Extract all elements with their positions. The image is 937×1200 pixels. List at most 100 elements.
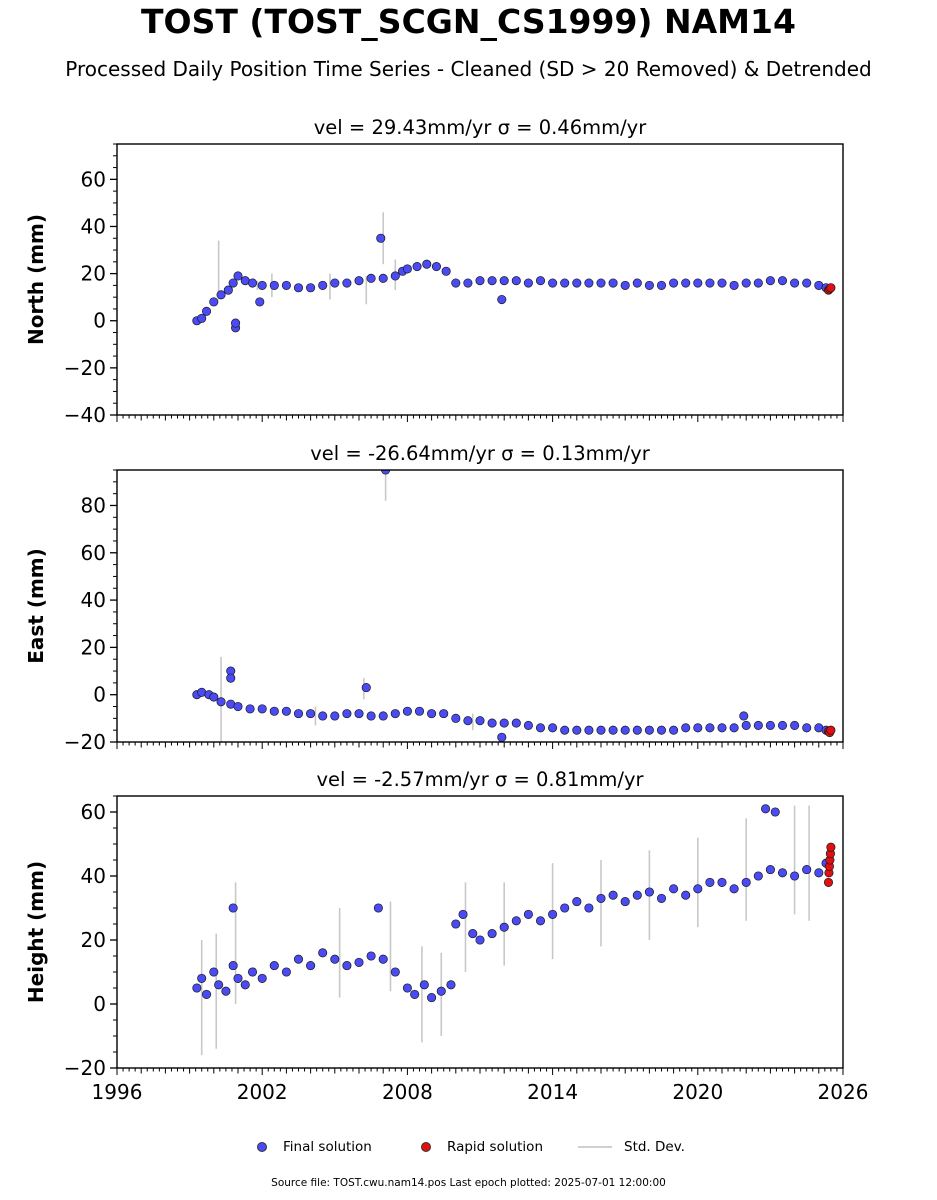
final-solution-point xyxy=(451,713,461,723)
final-solution-point xyxy=(572,725,582,735)
final-solution-point xyxy=(729,280,739,290)
final-solution-point xyxy=(499,922,509,932)
final-solution-point xyxy=(410,989,420,999)
final-solution-point xyxy=(669,725,679,735)
final-solution-point xyxy=(281,967,291,977)
footer-note: Source file: TOST.cwu.nam14.pos Last epo… xyxy=(271,1177,666,1189)
final-solution-point xyxy=(257,973,267,983)
final-solution-point xyxy=(497,732,507,742)
final-solution-point xyxy=(257,280,267,290)
final-solution-point xyxy=(741,278,751,288)
final-solution-point xyxy=(293,954,304,964)
final-solution-point xyxy=(361,683,371,693)
final-solution-point xyxy=(705,877,715,887)
final-solution-point xyxy=(548,909,558,919)
final-solution-point xyxy=(197,973,207,983)
final-solution-point xyxy=(306,961,316,971)
final-solution-point xyxy=(693,278,703,288)
final-solution-point xyxy=(402,706,412,716)
final-solution-point xyxy=(572,278,582,288)
final-solution-point xyxy=(257,704,267,714)
final-solution-point xyxy=(741,877,751,887)
final-solution-point xyxy=(216,697,226,707)
final-solution-point xyxy=(499,276,509,286)
final-solution-point xyxy=(608,278,618,288)
final-solution-point xyxy=(761,804,771,814)
final-solution-point xyxy=(717,723,727,733)
final-solution-point xyxy=(468,929,478,939)
x-tick-label: 1996 xyxy=(92,1080,143,1104)
rapid-solution-marker xyxy=(421,1142,431,1152)
chart-subtitle: Processed Daily Position Time Series - C… xyxy=(65,57,872,81)
final-solution-point xyxy=(669,884,679,894)
x-tick-label: 2002 xyxy=(237,1080,288,1104)
final-solution-point xyxy=(427,709,437,719)
rapid-solution-point xyxy=(826,842,836,852)
final-solution-point xyxy=(523,909,533,919)
final-solution-point xyxy=(620,280,630,290)
final-solution-point xyxy=(608,890,618,900)
final-solution-point xyxy=(463,716,473,726)
legend-label-final: Final solution xyxy=(283,1139,372,1155)
final-solution-point xyxy=(228,278,238,288)
final-solution-point xyxy=(306,709,316,719)
final-solution-point xyxy=(632,890,642,900)
panel-title: vel = -2.57mm/yr σ = 0.81mm/yr xyxy=(316,768,644,791)
y-tick-label: 40 xyxy=(81,588,106,612)
final-solution-point xyxy=(412,261,422,272)
final-solution-point xyxy=(378,273,388,283)
final-solution-point xyxy=(209,692,219,702)
final-solution-point xyxy=(226,673,236,683)
final-solution-point xyxy=(366,711,376,721)
final-solution-point xyxy=(705,723,715,733)
final-solution-point xyxy=(596,278,606,288)
y-tick-label: 20 xyxy=(81,635,106,659)
final-solution-point xyxy=(318,711,328,721)
final-solution-point xyxy=(269,706,279,716)
final-solution-point xyxy=(330,278,340,288)
final-solution-point xyxy=(777,868,788,878)
final-solution-point xyxy=(765,865,775,875)
final-solution-point xyxy=(681,278,691,288)
final-solution-point xyxy=(497,294,507,305)
final-solution-point xyxy=(306,283,316,293)
final-solution-point xyxy=(197,313,207,323)
legend-item-std: Std. Dev. xyxy=(578,1134,685,1160)
final-solution-point xyxy=(354,957,364,967)
final-solution-point xyxy=(632,725,642,735)
final-solution-point xyxy=(511,916,521,926)
y-tick-label: 0 xyxy=(93,309,106,333)
final-solution-point xyxy=(777,720,788,730)
final-solution-point xyxy=(366,273,376,283)
chart-title: TOST (TOST_SCGN_CS1999) NAM14 xyxy=(141,2,796,41)
final-solution-point xyxy=(535,276,546,286)
final-solution-point xyxy=(560,725,570,735)
final-solution-point xyxy=(535,916,546,926)
legend: Final solution Rapid solution Std. Dev. xyxy=(0,1134,937,1160)
final-solution-point xyxy=(354,276,364,286)
final-solution-point xyxy=(446,980,456,990)
final-solution-point xyxy=(717,877,727,887)
final-solution-point xyxy=(427,993,437,1003)
y-tick-label: 40 xyxy=(81,214,106,238)
final-solution-point xyxy=(431,261,441,272)
final-solution-point xyxy=(770,807,780,817)
final-solution-point xyxy=(620,725,630,735)
rapid-solution-point xyxy=(826,725,836,735)
final-solution-point xyxy=(765,276,775,286)
final-solution-point xyxy=(656,725,667,735)
final-solution-point xyxy=(366,951,376,961)
x-tick-label: 2008 xyxy=(382,1080,433,1104)
final-solution-point xyxy=(669,278,679,288)
final-solution-point xyxy=(572,897,582,907)
final-solution-point xyxy=(216,290,226,300)
final-solution-point xyxy=(765,720,775,730)
final-solution-point xyxy=(451,919,461,929)
final-solution-point xyxy=(705,278,715,288)
final-solution-point xyxy=(656,280,667,290)
final-solution-point xyxy=(584,278,594,288)
y-tick-label: −40 xyxy=(64,403,106,427)
final-solution-point xyxy=(330,711,340,721)
y-tick-label: 40 xyxy=(81,864,106,888)
final-solution-point xyxy=(729,723,739,733)
